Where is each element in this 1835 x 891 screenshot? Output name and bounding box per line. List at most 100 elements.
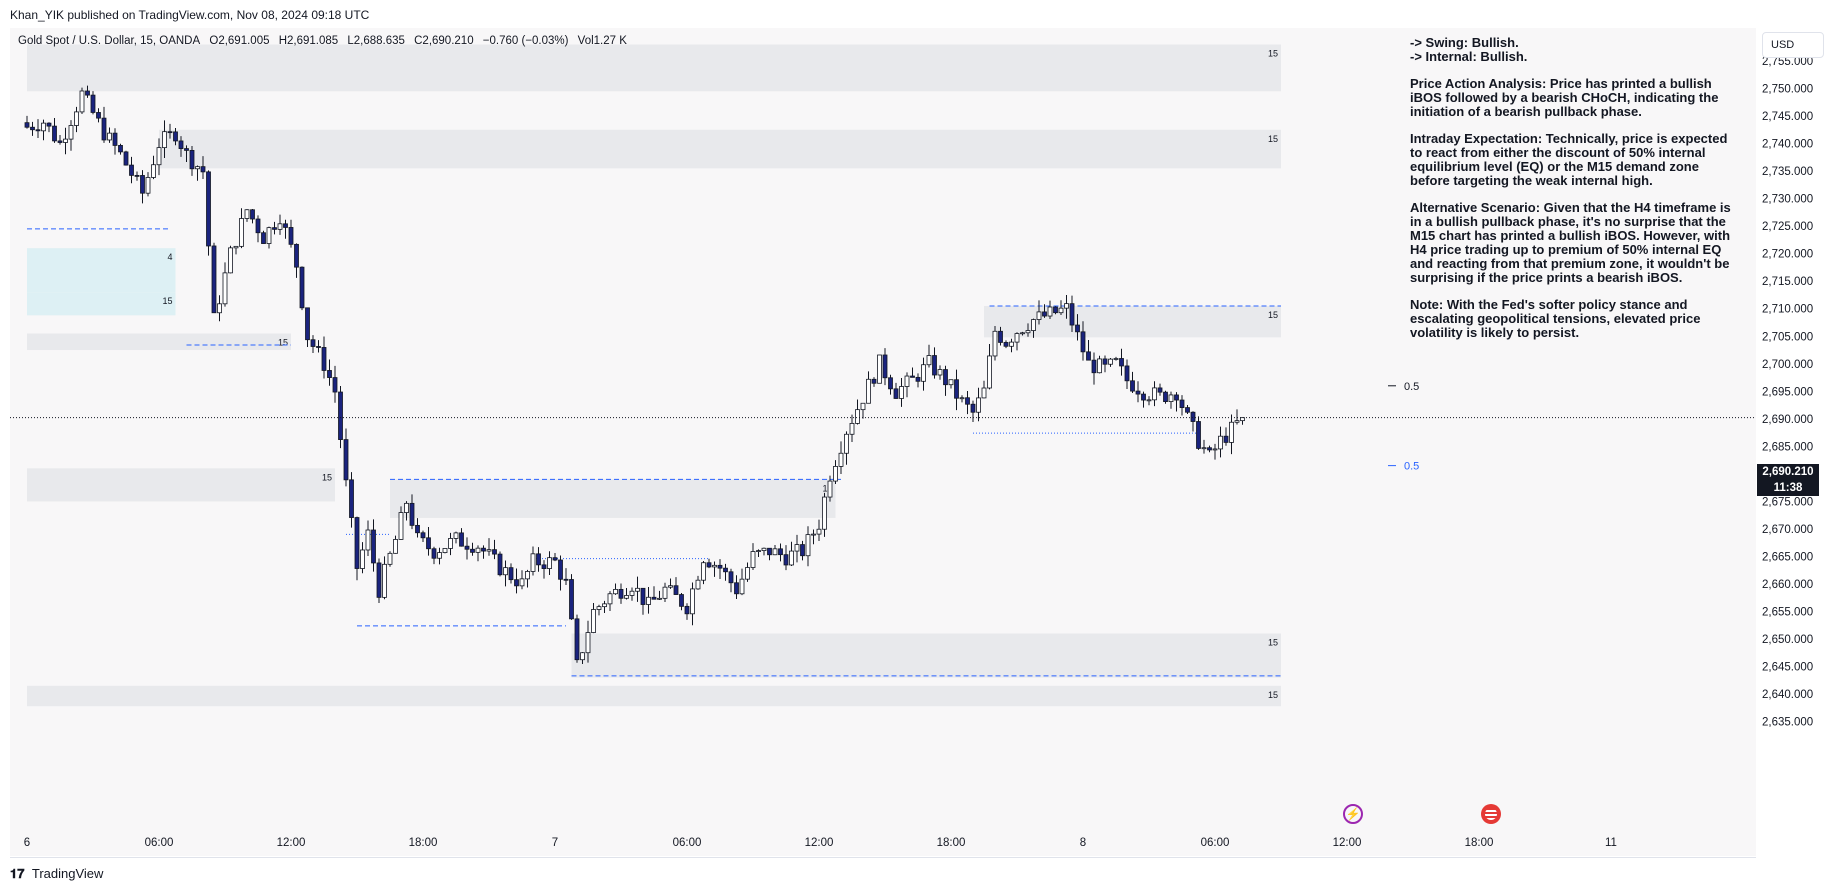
- candle-body: [651, 596, 657, 600]
- candle-body: [910, 375, 915, 378]
- candle-body: [41, 122, 46, 132]
- candle-body: [1119, 358, 1124, 367]
- candle-body: [404, 502, 409, 513]
- candle-body: [1174, 394, 1179, 401]
- candle-body: [1047, 306, 1053, 317]
- candle-body: [937, 369, 943, 376]
- intraday-expectation: Intraday Expectation: Technically, price…: [1410, 131, 1728, 188]
- zone-9: [27, 685, 1281, 707]
- candle-body: [618, 588, 624, 599]
- candle-body: [756, 550, 761, 552]
- x-tick-label: 06:00: [1201, 837, 1230, 849]
- symbol-legend[interactable]: Gold Spot / U.S. Dollar, 15, OANDA O2,69…: [18, 35, 633, 47]
- candle-body: [448, 538, 453, 549]
- candle-body: [68, 125, 74, 140]
- candle-body: [1091, 359, 1097, 374]
- candle-body: [684, 605, 690, 615]
- candle-body: [558, 559, 563, 580]
- bar-countdown: 11:38: [1773, 482, 1803, 494]
- candle-body: [569, 579, 574, 620]
- candle-body: [189, 150, 195, 170]
- candle-body: [1042, 311, 1047, 317]
- candle-body: [63, 138, 68, 143]
- x-tick-label: 06:00: [145, 837, 174, 849]
- candle-body: [673, 585, 679, 595]
- candle-body: [926, 355, 932, 366]
- candle-body: [283, 223, 288, 228]
- candle-body: [640, 587, 646, 605]
- candle-body: [305, 307, 310, 341]
- candle-body: [134, 174, 140, 177]
- candle-body: [635, 587, 640, 592]
- candle-body: [970, 403, 976, 413]
- alternative-scenario: Alternative Scenario: Given that the H4 …: [1410, 200, 1731, 285]
- candle-body: [272, 227, 277, 230]
- us-flag-event-icon[interactable]: [1481, 804, 1501, 824]
- x-tick-label: 11: [1605, 837, 1617, 849]
- candle-body: [723, 567, 728, 573]
- candle-body: [360, 549, 365, 569]
- candle-body: [827, 480, 833, 498]
- legend-symbol[interactable]: Gold Spot / U.S. Dollar, 15, OANDA: [18, 35, 201, 47]
- candle-body: [1014, 333, 1020, 343]
- top-bar: Khan_YIK published on TradingView.com, N…: [0, 0, 1835, 28]
- candle-body: [420, 532, 426, 539]
- candle-body: [167, 131, 173, 134]
- candle-body: [1207, 447, 1212, 451]
- candle-body: [1201, 447, 1207, 450]
- candle-body: [1146, 399, 1152, 402]
- footer-brand[interactable]: 𝟏𝟕 TradingView: [10, 866, 103, 882]
- candle-body: [486, 549, 492, 552]
- y-tick-label: 2,695.000: [1762, 386, 1813, 398]
- candle-body: [178, 140, 184, 149]
- x-tick-label: 18:00: [409, 837, 438, 849]
- zone-label-4: 15: [278, 337, 288, 347]
- candle-body: [800, 544, 805, 557]
- candle-body: [1053, 306, 1058, 314]
- candle-body: [767, 547, 772, 556]
- candle-body: [393, 539, 398, 554]
- candle-body: [338, 391, 343, 440]
- candle-body: [217, 303, 222, 314]
- candle-body: [140, 175, 145, 194]
- candle-body: [503, 567, 508, 576]
- eq-label-0: 0.5: [1404, 381, 1419, 393]
- candle-body: [332, 377, 338, 393]
- candle-body: [316, 346, 321, 348]
- candle-body: [822, 496, 827, 530]
- candle-body: [85, 90, 90, 96]
- candle-body: [1009, 341, 1014, 347]
- candle-body: [1234, 420, 1240, 423]
- candle-body: [657, 597, 662, 600]
- candle-body: [288, 227, 294, 245]
- candle-body: [1229, 421, 1234, 443]
- candle-body: [849, 423, 855, 435]
- zone-label-3: 15: [162, 296, 172, 306]
- x-tick-label: 12:00: [805, 837, 834, 849]
- candle-body: [607, 593, 613, 605]
- candle-body: [1080, 331, 1086, 353]
- candle-body: [387, 552, 393, 565]
- lightning-event-icon[interactable]: ⚡: [1343, 804, 1363, 824]
- candle-body: [514, 579, 519, 587]
- y-tick-label: 2,715.000: [1762, 276, 1813, 288]
- y-tick-label: 2,640.000: [1762, 689, 1813, 701]
- candle-body: [206, 171, 211, 247]
- candle-body: [299, 266, 305, 309]
- legend-low: L2,688.635: [347, 35, 405, 47]
- candle-body: [1163, 391, 1168, 403]
- candle-body: [382, 563, 387, 598]
- y-tick-label: 2,740.000: [1762, 139, 1813, 151]
- zone-label-0: 15: [1268, 48, 1278, 58]
- y-tick-label: 2,675.000: [1762, 496, 1813, 508]
- x-tick-label: 8: [1080, 837, 1086, 849]
- x-tick-label: 6: [24, 837, 30, 849]
- candle-body: [464, 545, 470, 550]
- candle-body: [734, 582, 739, 595]
- candle-body: [728, 571, 734, 584]
- legend-open: O2,691.005: [209, 35, 270, 47]
- candle-body: [811, 533, 816, 536]
- currency-selector[interactable]: USD: [1762, 32, 1824, 58]
- candle-body: [321, 347, 327, 371]
